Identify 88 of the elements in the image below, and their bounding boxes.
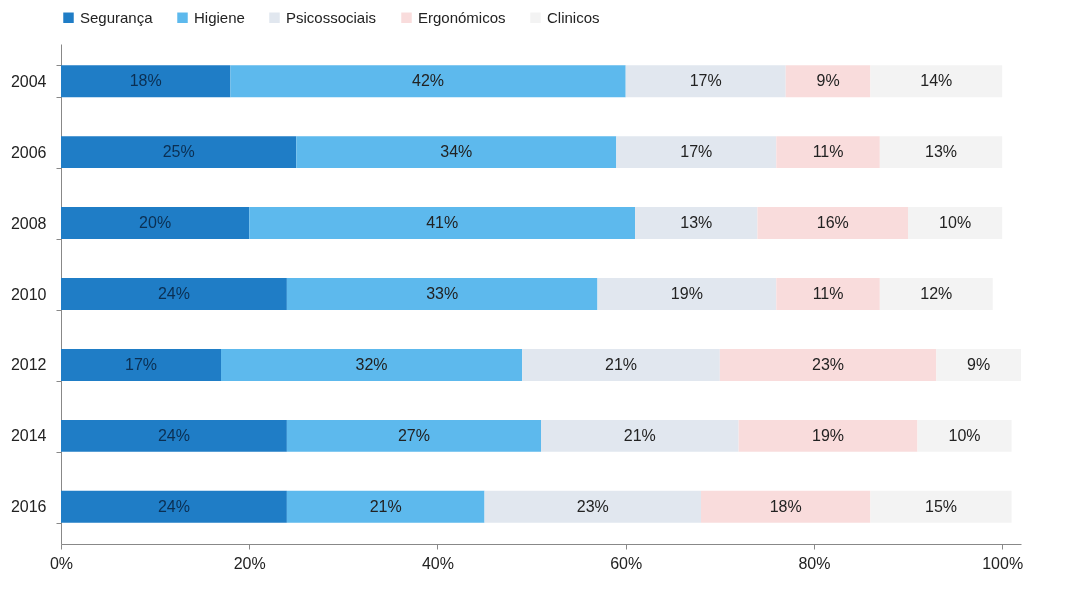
bar <box>249 207 636 240</box>
bar <box>286 278 598 310</box>
data-label: 32% <box>355 355 388 373</box>
bar <box>61 419 287 452</box>
data-label: 21% <box>623 426 656 444</box>
bar <box>776 136 880 169</box>
data-label: 41% <box>426 214 459 232</box>
data-label: 18% <box>129 72 162 90</box>
data-label: 17% <box>680 143 713 161</box>
data-label: 9% <box>816 72 840 90</box>
data-label: 20% <box>139 214 172 232</box>
y-tick-label: 2010 <box>10 285 47 303</box>
x-tick-label: 100% <box>982 554 1024 572</box>
data-label: 18% <box>769 497 802 515</box>
data-label: 19% <box>670 285 703 302</box>
bar <box>879 136 1003 169</box>
data-label: 13% <box>924 143 958 161</box>
bar <box>61 490 287 523</box>
data-label: 17% <box>689 72 722 90</box>
bar <box>936 348 1021 381</box>
data-label: 24% <box>157 497 190 515</box>
data-label: 21% <box>369 497 402 515</box>
data-label: 23% <box>576 497 609 515</box>
legend-label: Clinicos <box>547 8 600 26</box>
bar <box>286 490 485 523</box>
bar <box>230 65 626 98</box>
data-label: 23% <box>812 355 845 373</box>
data-label: 11% <box>812 143 844 161</box>
legend-label: Segurança <box>80 8 154 26</box>
x-tick-label: 20% <box>233 554 266 572</box>
legend-label: Psicossociais <box>286 8 377 26</box>
data-label: 19% <box>812 426 845 444</box>
bar <box>757 207 909 240</box>
bar <box>61 278 287 310</box>
bar <box>738 419 918 452</box>
y-tick-label: 2014 <box>10 427 47 445</box>
bar <box>61 65 231 98</box>
data-label: 42% <box>412 72 445 90</box>
legend-label: Higiene <box>194 8 245 26</box>
bar <box>917 419 1012 452</box>
data-label: 10% <box>939 214 972 232</box>
bar <box>635 207 758 240</box>
data-label: 15% <box>924 497 958 515</box>
data-label: 33% <box>426 285 459 302</box>
bar <box>61 136 297 169</box>
bar <box>296 136 617 169</box>
data-label: 16% <box>816 214 849 232</box>
x-tick-label: 80% <box>798 554 831 572</box>
y-tick-label: 2008 <box>10 214 47 232</box>
legend-label: Ergonómicos <box>418 8 506 26</box>
bar <box>776 278 880 310</box>
y-tick-label: 2006 <box>10 143 47 161</box>
data-label: 13% <box>680 214 713 232</box>
data-label: 9% <box>967 355 991 373</box>
data-label: 10% <box>948 426 981 444</box>
y-tick-label: 2004 <box>10 72 47 90</box>
bar <box>484 490 701 523</box>
bar <box>61 207 250 240</box>
bar <box>522 348 720 381</box>
data-label: 12% <box>920 285 953 302</box>
data-label: 24% <box>157 285 190 302</box>
data-label: 27% <box>397 426 430 444</box>
bar <box>908 207 1003 240</box>
data-label: 25% <box>162 143 195 161</box>
bar <box>221 348 523 381</box>
bar <box>541 419 739 452</box>
bar <box>701 490 871 523</box>
data-label: 24% <box>157 426 190 444</box>
bar <box>61 348 221 381</box>
bar <box>879 278 993 310</box>
data-label: 21% <box>604 355 638 373</box>
y-tick-label: 2012 <box>10 356 47 374</box>
data-label: 17% <box>124 355 158 373</box>
data-label: 34% <box>440 143 473 161</box>
y-tick-label: 2016 <box>10 498 47 516</box>
data-label: 14% <box>920 72 953 90</box>
x-tick-label: 0% <box>49 554 74 572</box>
bar <box>719 348 937 381</box>
bar <box>616 136 777 169</box>
bar <box>597 278 777 310</box>
bar <box>870 65 1003 98</box>
bar <box>625 65 786 98</box>
x-tick-label: 40% <box>421 554 454 572</box>
bar <box>785 65 871 98</box>
bar <box>870 490 1012 523</box>
x-tick-label: 60% <box>610 554 643 572</box>
data-label: 11% <box>812 285 844 302</box>
bar <box>286 419 541 452</box>
